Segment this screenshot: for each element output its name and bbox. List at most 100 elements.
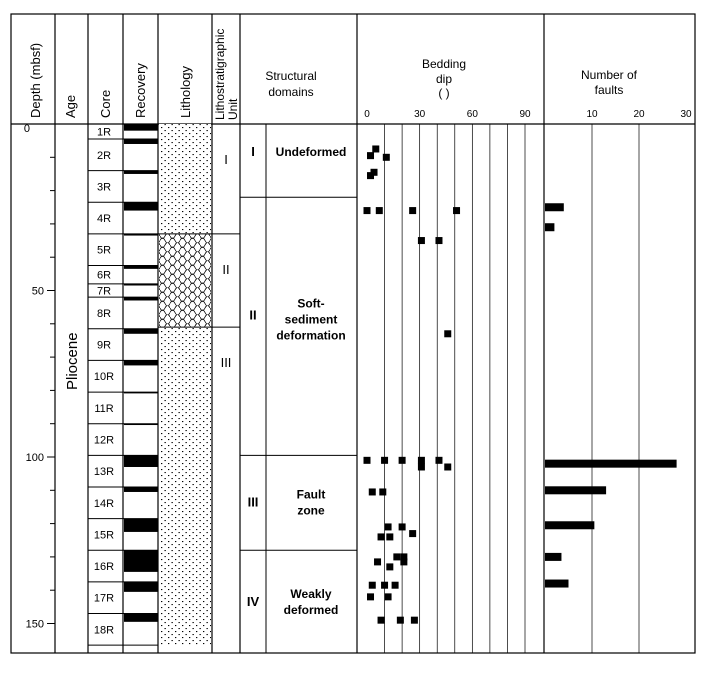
bedding-dip-plot: 0 30 60 90 bbox=[363, 109, 531, 653]
domain-roman: I bbox=[251, 144, 255, 159]
core-label: 7R bbox=[97, 286, 111, 298]
recovery-bar bbox=[124, 138, 158, 144]
dip-point bbox=[381, 456, 389, 464]
dip-point bbox=[367, 593, 375, 601]
unit-label: II bbox=[222, 262, 229, 277]
dip-point bbox=[377, 533, 385, 541]
recovery-bar bbox=[124, 170, 158, 174]
dip-point bbox=[386, 533, 394, 541]
dip-point bbox=[417, 456, 425, 464]
dip-point bbox=[417, 463, 425, 471]
domain-text: deformation bbox=[276, 328, 345, 342]
core-label: 13R bbox=[94, 466, 114, 478]
depth-tick-label: 100 bbox=[26, 452, 44, 464]
domain-text: Soft- bbox=[297, 296, 324, 310]
core-label: 16R bbox=[94, 561, 114, 573]
fault-count-plot: 10 20 30 bbox=[545, 109, 692, 653]
unit-label: I bbox=[224, 152, 228, 167]
dip-point bbox=[391, 581, 399, 589]
fault-tick-label: 30 bbox=[680, 109, 692, 120]
dip-point bbox=[393, 553, 401, 561]
unit-label: III bbox=[221, 355, 232, 370]
header-core: Core bbox=[98, 90, 113, 118]
header-dip-line3: ( ) bbox=[438, 86, 449, 100]
recovery-bar bbox=[124, 455, 158, 467]
core-label: 1R bbox=[97, 126, 111, 138]
recovery-bar bbox=[124, 124, 158, 131]
core-label: 11R bbox=[94, 403, 113, 415]
dip-point bbox=[382, 153, 390, 161]
dip-point bbox=[375, 207, 383, 215]
dip-point bbox=[363, 207, 371, 215]
dip-point bbox=[363, 456, 371, 464]
header-dip-line1: Bedding bbox=[422, 57, 466, 71]
header-unit-line1: Lithostratigraphic bbox=[213, 29, 227, 120]
recovery-bar bbox=[124, 581, 158, 592]
dip-point bbox=[396, 616, 404, 624]
core-label: 6R bbox=[97, 270, 111, 282]
core-label: 14R bbox=[94, 498, 114, 510]
header-depth: Depth (mbsf) bbox=[28, 43, 43, 118]
dip-point bbox=[372, 145, 380, 153]
dip-tick-label: 30 bbox=[414, 109, 426, 120]
core-label: 17R bbox=[94, 593, 114, 605]
header-domains-line1: Structural bbox=[265, 69, 316, 83]
recovery-bar bbox=[124, 392, 158, 394]
depth-axis: 0 50 100 150 bbox=[24, 123, 55, 631]
recovery-bar bbox=[124, 518, 158, 532]
fault-bar bbox=[545, 521, 595, 530]
core-label: 8R bbox=[97, 308, 111, 320]
dip-point bbox=[453, 207, 461, 215]
dip-point bbox=[368, 581, 376, 589]
depth-tick-label: 0 bbox=[24, 123, 30, 135]
header-unit-line2: Unit bbox=[226, 98, 240, 120]
dip-point bbox=[409, 207, 417, 215]
recovery-bar bbox=[124, 233, 158, 236]
core-column: 1R 2R 3R 4R 5R 6R 7R 8R 9R 10R 11R 12R 13R 14R 15R 16R 1… bbox=[88, 126, 158, 646]
depth-tick-label: 150 bbox=[26, 619, 44, 631]
header-faults-line2: faults bbox=[595, 83, 624, 97]
dip-point bbox=[410, 616, 418, 624]
age-label: Pliocene bbox=[64, 332, 81, 390]
recovery-bar bbox=[124, 202, 158, 211]
header-age: Age bbox=[63, 95, 78, 118]
dip-point bbox=[417, 237, 425, 245]
core-label: 15R bbox=[94, 529, 114, 541]
dip-point bbox=[400, 553, 408, 561]
fault-bar bbox=[545, 579, 569, 588]
dip-point bbox=[370, 168, 378, 176]
domain-text: Undeformed bbox=[276, 145, 347, 159]
core-label: 10R bbox=[94, 371, 114, 383]
dip-point bbox=[400, 558, 408, 566]
fault-tick-label: 10 bbox=[586, 109, 598, 120]
dip-point bbox=[398, 456, 406, 464]
dip-point bbox=[435, 456, 443, 464]
dip-point bbox=[368, 488, 376, 496]
dip-point bbox=[409, 530, 417, 538]
domain-text: sediment bbox=[285, 312, 338, 326]
depth-tick-label: 50 bbox=[32, 286, 44, 298]
dip-point bbox=[386, 563, 394, 571]
recovery-bar bbox=[124, 283, 158, 286]
core-label: 9R bbox=[97, 340, 111, 352]
recovery-bar bbox=[124, 265, 158, 269]
recovery-bar bbox=[124, 550, 158, 572]
recovery-bar bbox=[124, 486, 158, 492]
recovery-bar bbox=[124, 423, 158, 426]
domain-roman: IV bbox=[247, 594, 260, 609]
core-label: 5R bbox=[97, 245, 111, 257]
dip-tick-label: 60 bbox=[467, 109, 479, 120]
dip-point bbox=[374, 558, 382, 566]
fault-bar bbox=[545, 552, 562, 561]
core-label: 4R bbox=[97, 213, 111, 225]
lithology-column bbox=[159, 124, 211, 646]
header-recovery: Recovery bbox=[133, 63, 148, 118]
dip-point bbox=[367, 172, 375, 180]
domain-roman: III bbox=[248, 494, 259, 509]
core-label: 18R bbox=[94, 624, 114, 636]
domain-text: deformed bbox=[284, 603, 339, 617]
fault-bar bbox=[545, 486, 607, 495]
recovery-bar bbox=[124, 360, 158, 366]
